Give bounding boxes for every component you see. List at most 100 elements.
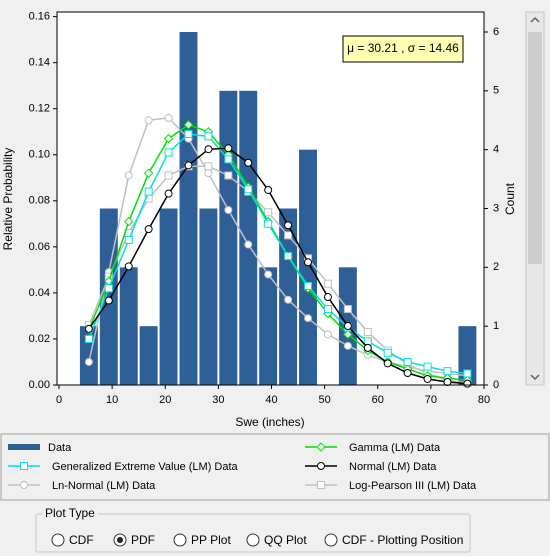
marker [164, 148, 173, 157]
marker [20, 462, 28, 470]
marker [363, 328, 372, 337]
marker [463, 379, 472, 388]
bar [219, 90, 238, 385]
marker [124, 171, 133, 180]
marker [84, 357, 93, 366]
y2-tick-label: 4 [493, 144, 499, 156]
legend-label: Data [48, 442, 72, 454]
x-tick-label: 80 [478, 394, 490, 406]
y2-axis-label: Count [503, 182, 517, 215]
x-tick-label: 60 [372, 394, 384, 406]
marker [463, 369, 472, 378]
marker [363, 343, 372, 352]
marker [423, 375, 432, 384]
y-tick-label: 0.00 [29, 379, 50, 391]
marker [224, 144, 233, 153]
y-tick-label: 0.08 [29, 195, 50, 207]
scroll-up[interactable] [530, 16, 540, 23]
marker [403, 369, 412, 378]
x-tick-label: 70 [425, 394, 437, 406]
scrollbar[interactable] [525, 11, 545, 386]
marker [343, 305, 352, 314]
scroll-down[interactable] [530, 374, 540, 381]
marker [284, 252, 293, 261]
x-tick-label: 20 [159, 394, 171, 406]
radio-option[interactable]: QQ Plot [246, 533, 307, 547]
x-axis-label: Swe (inches) [235, 415, 304, 429]
bar [259, 267, 278, 385]
marker [316, 442, 326, 452]
plot-frame [56, 11, 485, 386]
x-tick-label: 50 [319, 394, 331, 406]
marker [143, 168, 154, 178]
radio-option[interactable]: PP Plot [173, 533, 231, 547]
scroll-thumb[interactable] [528, 32, 542, 264]
y-tick-label: 0.12 [29, 103, 50, 115]
legend-box [0, 433, 550, 501]
bar [179, 32, 198, 386]
marker [224, 171, 233, 180]
marker [104, 296, 113, 305]
marker [383, 348, 392, 357]
marker [323, 293, 332, 302]
marker [244, 240, 253, 249]
y-tick-label: 0.16 [29, 11, 50, 23]
radio-button[interactable] [324, 533, 338, 547]
radio-label[interactable]: PP Plot [191, 533, 231, 547]
legend: Data Gamma (LM) Data Generalized Extreme V… [8, 442, 477, 492]
marker [323, 305, 332, 314]
marker [164, 189, 173, 198]
marker [244, 158, 253, 167]
marker [124, 262, 133, 271]
radio-label[interactable]: CDF [69, 533, 94, 547]
marker [343, 341, 352, 350]
marker [443, 378, 452, 387]
legend-swatch [8, 444, 40, 450]
marker [363, 337, 372, 346]
radio-label[interactable]: PDF [131, 533, 155, 547]
bar [159, 208, 178, 385]
radio-button[interactable] [246, 533, 260, 547]
y2-tick-label: 0 [493, 379, 499, 391]
group-box [35, 513, 471, 553]
marker [104, 284, 113, 293]
y-tick-label: 0.14 [29, 57, 50, 69]
plot [53, 16, 488, 389]
marker [204, 169, 213, 178]
y2-tick-label: 6 [493, 26, 499, 38]
marker [184, 161, 193, 170]
x-tick-label: 30 [212, 394, 224, 406]
marker [264, 219, 273, 228]
y2-tick-label: 2 [493, 261, 499, 273]
marker [224, 206, 233, 215]
bar [199, 208, 218, 385]
legend-label: Normal (LM) Data [349, 461, 437, 473]
marker [403, 357, 412, 366]
y-tick-label: 0.10 [29, 149, 50, 161]
x-tick-label: 10 [106, 394, 118, 406]
annotation-box [342, 35, 464, 63]
y-tick-label: 0.06 [29, 241, 50, 253]
radio-label[interactable]: CDF - Plotting Position [342, 533, 463, 547]
marker [443, 367, 452, 376]
marker [204, 162, 213, 171]
marker [264, 208, 273, 217]
radio-button[interactable] [51, 533, 65, 547]
marker [244, 185, 253, 194]
radio-button[interactable] [173, 533, 187, 547]
radio-option[interactable]: CDF - Plotting Position [324, 533, 463, 547]
marker [163, 133, 174, 144]
marker [284, 231, 293, 240]
marker [144, 187, 153, 196]
marker [164, 113, 173, 122]
radio-label[interactable]: QQ Plot [264, 533, 307, 547]
radio-dot[interactable] [117, 537, 123, 543]
marker [383, 359, 392, 368]
marker [124, 235, 133, 244]
annotation: μ = 30.21 , σ = 14.46 [347, 41, 459, 55]
radio-option[interactable]: PDF [113, 533, 155, 547]
radio-option[interactable]: CDF [51, 533, 94, 547]
bar [458, 326, 477, 385]
marker [84, 324, 93, 333]
